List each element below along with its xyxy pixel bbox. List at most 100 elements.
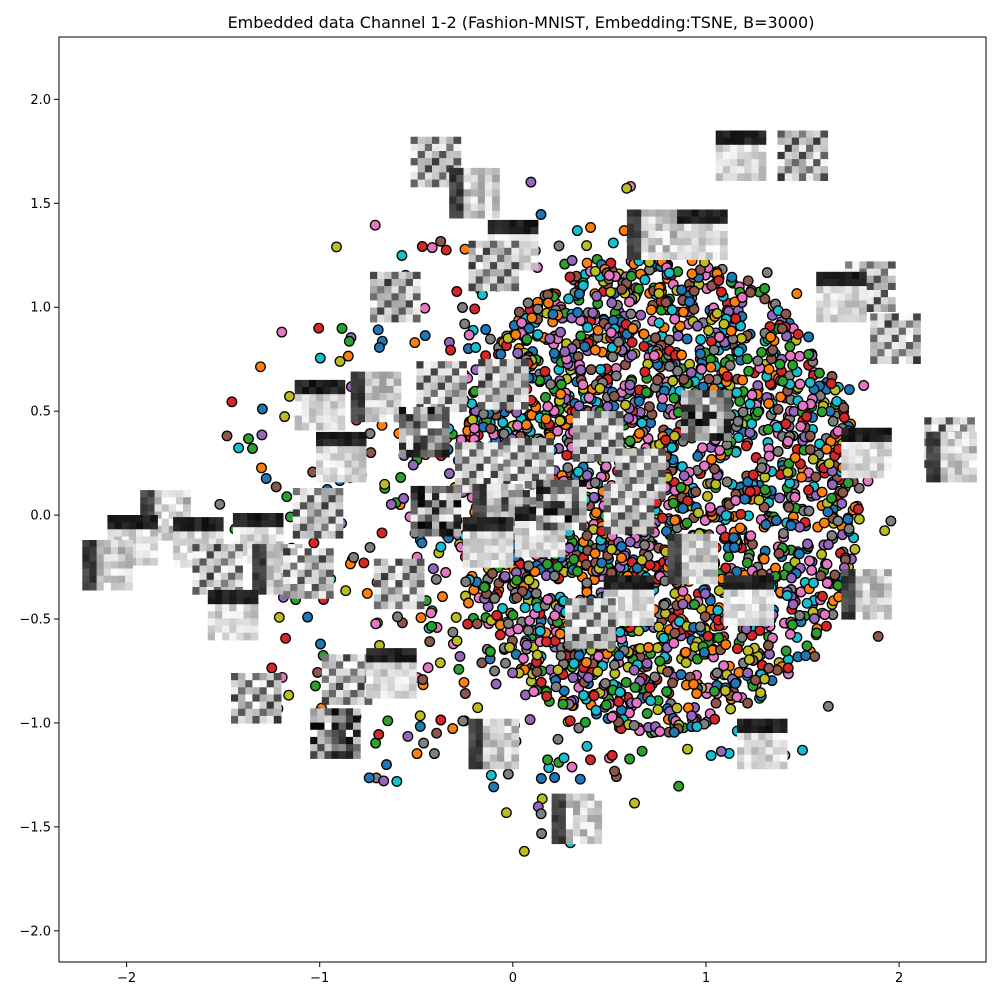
thumbnail-pixel	[344, 460, 353, 469]
thumbnail-pixel	[626, 223, 635, 232]
thumbnail-pixel	[128, 522, 137, 530]
scatter-point	[728, 532, 740, 544]
thumbnail-image	[677, 209, 728, 260]
thumbnail-pixel	[869, 470, 878, 479]
scatter-point	[625, 308, 637, 320]
thumbnail-pixel	[337, 431, 346, 440]
thumbnail-pixel	[232, 513, 241, 521]
scatter-point	[540, 413, 552, 425]
thumbnail-pixel	[299, 530, 308, 539]
thumbnail-pixel	[199, 551, 208, 559]
thumbnail-pixel	[482, 262, 491, 270]
thumbnail-pixel	[716, 397, 725, 406]
thumbnail-pixel	[180, 560, 188, 568]
thumbnail-pixel	[898, 342, 907, 350]
thumbnail-pixel	[484, 203, 493, 212]
thumbnail-pixel	[688, 426, 696, 434]
scatter-point	[575, 364, 587, 376]
thumbnail-pixel	[884, 442, 892, 450]
thumbnail-pixel	[601, 454, 610, 462]
thumbnail-pixel	[960, 424, 968, 433]
thumbnail-pixel	[484, 210, 493, 219]
scatter-point	[680, 646, 692, 658]
thumbnail-pixel	[294, 387, 303, 395]
scatter-point	[710, 478, 722, 490]
thumbnail-pixel	[513, 394, 522, 403]
thumbnail-pixel	[273, 551, 282, 559]
scatter-point	[803, 331, 815, 343]
thumbnail-pixel	[550, 501, 559, 509]
scatter-point	[283, 689, 295, 701]
thumbnail-pixel	[579, 486, 587, 495]
thumbnail-pixel	[823, 307, 831, 316]
thumbnail-pixel	[820, 159, 829, 167]
scatter-point	[763, 398, 775, 410]
thumbnail-pixel	[456, 210, 465, 219]
thumbnail-pixel	[580, 446, 588, 455]
thumbnail-pixel	[439, 158, 447, 166]
thumbnail-pixel	[434, 442, 443, 451]
thumbnail-pixel	[441, 442, 450, 451]
scatter-point	[780, 418, 792, 430]
thumbnail-pixel	[758, 130, 767, 139]
thumbnail-pixel	[709, 390, 718, 398]
thumbnail-pixel	[240, 527, 248, 535]
thumbnail-pixel	[316, 422, 324, 431]
thumbnail-pixel	[478, 359, 486, 367]
thumbnail-pixel	[386, 414, 395, 423]
thumbnail-pixel	[410, 493, 419, 501]
scatter-point	[742, 697, 754, 709]
thumbnail-pixel	[869, 434, 878, 443]
thumbnail-pixel	[502, 219, 510, 228]
thumbnail-pixel	[330, 439, 338, 447]
thumbnail-pixel	[503, 459, 511, 468]
thumbnail-pixel	[492, 196, 500, 205]
thumbnail-pixel	[483, 449, 492, 458]
thumbnail-pixel	[311, 562, 320, 571]
thumbnail-pixel	[709, 433, 718, 441]
thumbnail-pixel	[439, 179, 447, 188]
thumbnail-pixel	[492, 402, 501, 410]
thumbnail-pixel	[737, 151, 745, 160]
thumbnail-pixel	[490, 442, 499, 450]
scatter-point	[587, 307, 599, 319]
thumbnail-pixel	[445, 389, 453, 398]
thumbnail-pixel	[823, 314, 831, 323]
thumbnail-pixel	[292, 530, 301, 539]
scatter-point	[589, 265, 601, 277]
thumbnail-pixel	[323, 415, 331, 424]
thumbnail-pixel	[206, 544, 215, 552]
thumbnail-pixel	[662, 209, 671, 218]
thumbnail-pixel	[859, 261, 868, 270]
scatter-point	[590, 704, 602, 716]
scatter-point	[221, 430, 233, 442]
scatter-point	[534, 625, 546, 637]
thumbnail-pixel	[806, 137, 814, 146]
thumbnail-pixel	[161, 532, 170, 541]
thumbnail-pixel	[365, 378, 373, 387]
thumbnail-pixel	[393, 393, 402, 401]
scatter-point	[791, 288, 803, 300]
thumbnail-pixel	[476, 470, 485, 479]
thumbnail-pixel	[905, 327, 914, 336]
thumbnail-pixel	[311, 591, 320, 599]
thumbnail-pixel	[662, 216, 671, 225]
scatter-point	[739, 493, 751, 505]
scatter-point	[820, 620, 832, 632]
thumbnail-pixel	[504, 276, 512, 285]
thumbnail-pixel	[862, 456, 871, 464]
thumbnail-pixel	[698, 230, 707, 239]
thumbnail-pixel	[228, 572, 236, 581]
thumbnail-pixel	[161, 525, 170, 534]
thumbnail-image	[292, 488, 344, 539]
thumbnail-pixel	[888, 290, 896, 298]
scatter-point	[744, 398, 756, 410]
thumbnail-pixel	[940, 446, 949, 454]
thumbnail-pixel	[301, 379, 310, 388]
thumbnail-pixel	[587, 454, 595, 462]
scatter-point	[431, 727, 443, 739]
thumbnail-pixel	[751, 159, 760, 167]
scatter-point	[525, 176, 537, 188]
thumbnail-pixel	[486, 491, 495, 499]
scatter-point	[369, 219, 381, 231]
